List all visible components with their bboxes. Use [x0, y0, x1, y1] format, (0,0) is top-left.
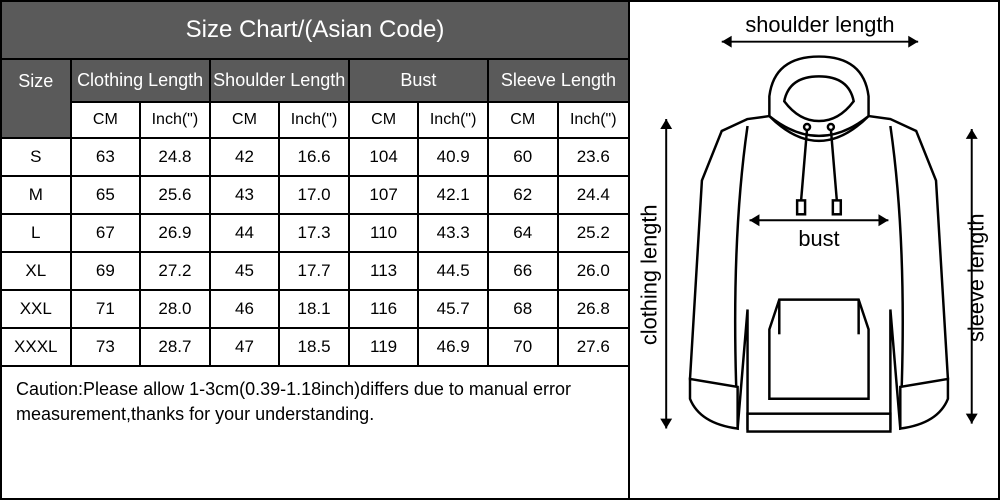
cell-size: S: [2, 139, 72, 177]
col-header-unit-0: CM: [72, 103, 142, 139]
table-body: S6324.84216.610440.96023.6M6525.64317.01…: [2, 139, 628, 367]
col-header-unit-6: CM: [489, 103, 559, 139]
col-header-group-3: Sleeve Length: [489, 60, 628, 103]
cell-value: 67: [72, 215, 142, 253]
label-shoulder: shoulder length: [745, 12, 894, 37]
cell-value: 66: [489, 253, 559, 291]
cell-value: 16.6: [280, 139, 350, 177]
cell-value: 113: [350, 253, 420, 291]
size-chart-table: Size Chart/(Asian Code) SizeClothing Len…: [0, 0, 630, 500]
cell-value: 104: [350, 139, 420, 177]
cell-value: 28.7: [141, 329, 211, 367]
cell-value: 45: [211, 253, 281, 291]
col-header-unit-3: Inch("): [280, 103, 350, 139]
cell-value: 28.0: [141, 291, 211, 329]
cell-value: 18.1: [280, 291, 350, 329]
cell-value: 26.0: [559, 253, 629, 291]
table-row: S6324.84216.610440.96023.6: [2, 139, 628, 177]
col-header-group-0: Clothing Length: [72, 60, 211, 103]
table-row: L6726.94417.311043.36425.2: [2, 215, 628, 253]
cell-value: 64: [489, 215, 559, 253]
cell-value: 62: [489, 177, 559, 215]
col-header-group-1: Shoulder Length: [211, 60, 350, 103]
cell-value: 63: [72, 139, 142, 177]
table-header-units: CMInch(")CMInch(")CMInch(")CMInch("): [2, 103, 628, 139]
cell-value: 17.3: [280, 215, 350, 253]
cell-value: 71: [72, 291, 142, 329]
cell-value: 73: [72, 329, 142, 367]
cell-value: 70: [489, 329, 559, 367]
col-header-size-spacer: [2, 103, 72, 139]
col-header-size: Size: [2, 60, 72, 103]
caution-text: Caution:Please allow 1-3cm(0.39-1.18inch…: [2, 367, 628, 498]
cell-value: 45.7: [419, 291, 489, 329]
col-header-group-2: Bust: [350, 60, 489, 103]
cell-size: M: [2, 177, 72, 215]
cell-value: 43: [211, 177, 281, 215]
cell-value: 24.4: [559, 177, 629, 215]
cell-value: 17.7: [280, 253, 350, 291]
cell-value: 42.1: [419, 177, 489, 215]
cell-value: 46.9: [419, 329, 489, 367]
cell-value: 26.8: [559, 291, 629, 329]
col-header-unit-5: Inch("): [419, 103, 489, 139]
col-header-unit-4: CM: [350, 103, 420, 139]
cell-value: 44: [211, 215, 281, 253]
col-header-unit-1: Inch("): [141, 103, 211, 139]
table-title: Size Chart/(Asian Code): [2, 2, 628, 60]
col-header-unit-7: Inch("): [559, 103, 629, 139]
cell-value: 46: [211, 291, 281, 329]
table-row: XXXL7328.74718.511946.97027.6: [2, 329, 628, 367]
table-header-groups: SizeClothing LengthShoulder LengthBustSl…: [2, 60, 628, 103]
cell-size: XL: [2, 253, 72, 291]
cell-value: 110: [350, 215, 420, 253]
cell-value: 40.9: [419, 139, 489, 177]
cell-value: 65: [72, 177, 142, 215]
cell-value: 44.5: [419, 253, 489, 291]
table-row: M6525.64317.010742.16224.4: [2, 177, 628, 215]
cell-value: 60: [489, 139, 559, 177]
cell-value: 68: [489, 291, 559, 329]
cell-value: 25.6: [141, 177, 211, 215]
cell-size: L: [2, 215, 72, 253]
col-header-unit-2: CM: [211, 103, 281, 139]
cell-value: 42: [211, 139, 281, 177]
cell-value: 25.2: [559, 215, 629, 253]
cell-value: 43.3: [419, 215, 489, 253]
hoodie-diagram: shoulder length: [630, 0, 1000, 500]
cell-value: 69: [72, 253, 142, 291]
cell-value: 26.9: [141, 215, 211, 253]
cell-value: 23.6: [559, 139, 629, 177]
table-row: XXL7128.04618.111645.76826.8: [2, 291, 628, 329]
label-clothing: clothing length: [636, 204, 661, 345]
cell-value: 119: [350, 329, 420, 367]
cell-value: 24.8: [141, 139, 211, 177]
cell-value: 116: [350, 291, 420, 329]
cell-value: 27.2: [141, 253, 211, 291]
cell-value: 17.0: [280, 177, 350, 215]
cell-value: 47: [211, 329, 281, 367]
cell-size: XXL: [2, 291, 72, 329]
table-row: XL6927.24517.711344.56626.0: [2, 253, 628, 291]
cell-value: 27.6: [559, 329, 629, 367]
cell-value: 107: [350, 177, 420, 215]
label-sleeve: sleeve length: [964, 214, 989, 343]
cell-value: 18.5: [280, 329, 350, 367]
label-bust: bust: [798, 226, 839, 251]
cell-size: XXXL: [2, 329, 72, 367]
